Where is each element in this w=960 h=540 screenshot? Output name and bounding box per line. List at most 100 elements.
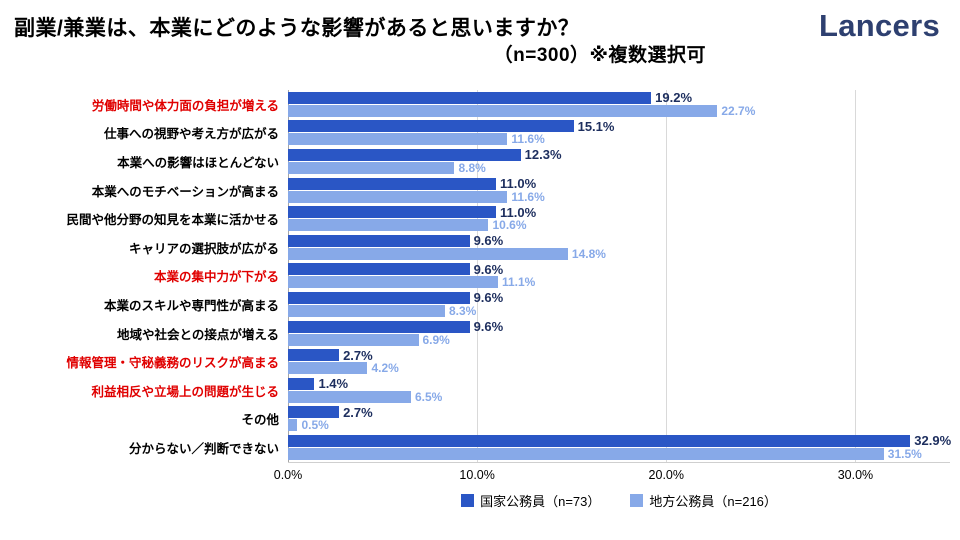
- bar-line: 11.1%: [288, 275, 950, 289]
- chart-subtitle: （n=300）※複数選択可: [493, 45, 706, 66]
- bar-series1: [288, 377, 315, 390]
- x-axis-ticks: 0.0% 10.0% 20.0% 30.0%: [274, 461, 950, 487]
- gridlines: [288, 90, 950, 462]
- chart-row: 15.1% 11.6%: [288, 119, 950, 148]
- bar-chart: 労働時間や体力面の負担が増える仕事への視野や考え方が広がる本業への影響はほとんど…: [10, 90, 952, 510]
- bar-series2: [288, 190, 508, 203]
- bar-series1: [288, 320, 470, 333]
- bar-line: 9.6%: [288, 319, 950, 335]
- bar-value-label: 31.5%: [887, 446, 922, 461]
- bar-value-label: 8.3%: [448, 303, 477, 318]
- bar-value-label: 6.5%: [414, 389, 443, 404]
- x-axis: 0.0% 10.0% 20.0% 30.0%: [10, 461, 950, 487]
- bar-line: 19.2%: [288, 90, 950, 106]
- bar-line: 9.6%: [288, 233, 950, 249]
- category-label: 本業への影響はほとんどない: [117, 155, 279, 170]
- bar-line: 11.0%: [288, 205, 950, 220]
- chart-body: 労働時間や体力面の負担が増える仕事への視野や考え方が広がる本業への影響はほとんど…: [10, 90, 952, 462]
- gridline: [477, 90, 479, 462]
- bar-line: 15.1%: [288, 118, 950, 134]
- bar-series2: [288, 219, 489, 232]
- x-axis-spacer: [10, 462, 288, 487]
- bar-value-label: 4.2%: [371, 361, 399, 376]
- bar-series2: [288, 104, 718, 117]
- bar-series2: [288, 304, 445, 317]
- chart-row: 11.0% 10.6%: [288, 204, 950, 233]
- chart-row: 12.3% 8.8%: [288, 147, 950, 176]
- legend-swatch-icon: [630, 493, 644, 507]
- chart-row: 11.0% 11.6%: [288, 176, 950, 205]
- category-label: その他: [241, 413, 279, 428]
- bar-value-label: 9.6%: [473, 319, 504, 335]
- chart-row: 2.7% 0.5%: [288, 405, 950, 434]
- category-labels: 労働時間や体力面の負担が増える仕事への視野や考え方が広がる本業への影響はほとんど…: [10, 90, 288, 462]
- bar-value-label: 14.8%: [571, 246, 606, 261]
- bar-line: 6.5%: [288, 389, 950, 404]
- legend-swatch-icon: [461, 493, 475, 507]
- bar-line: 8.8%: [288, 161, 950, 175]
- legend-label: 国家公務員（n=73）: [480, 493, 601, 509]
- bar-line: 12.3%: [288, 147, 950, 163]
- bar-value-label: 11.0%: [500, 176, 537, 192]
- x-tick-label: 10.0%: [459, 467, 495, 482]
- gridline: [666, 90, 668, 462]
- bar-value-label: 0.5%: [301, 418, 329, 433]
- bar-series2: [288, 133, 508, 146]
- bar-value-label: 19.2%: [655, 90, 693, 106]
- x-tick-label: 30.0%: [837, 467, 874, 482]
- bar-line: 0.5%: [288, 418, 950, 433]
- category-label: 利益相反や立場上の問題が生じる: [91, 384, 279, 399]
- plot-rows: 19.2% 22.7% 15.1% 11.6% 12.3% 8.8% 11.0% 11.6% 1…: [288, 90, 952, 462]
- chart-row: 19.2% 22.7%: [288, 90, 950, 119]
- bar-series1: [288, 120, 574, 133]
- bar-value-label: 15.1%: [577, 118, 615, 134]
- chart-row: 9.6% 14.8%: [288, 233, 950, 262]
- category-label: 仕事への視野や考え方が広がる: [103, 127, 279, 142]
- bar-line: 9.6%: [288, 262, 950, 277]
- category-label: 情報管理・守秘義務のリスクが高まる: [66, 356, 279, 371]
- bar-series1: [288, 263, 470, 276]
- bar-value-label: 12.3%: [524, 147, 562, 163]
- bar-value-label: 1.4%: [318, 376, 349, 392]
- legend-item: 国家公務員（n=73）: [461, 491, 600, 510]
- category-label: 地域や社会との接点が増える: [116, 327, 279, 342]
- category-label: 労働時間や体力面の負担が増える: [91, 98, 279, 113]
- bar-series2: [288, 161, 455, 174]
- category-label: 民間や他分野の知見を本業に活かせる: [66, 213, 279, 228]
- bar-line: 9.6%: [288, 290, 950, 306]
- gridline: [855, 90, 857, 462]
- category-label: キャリアの選択肢が広がる: [128, 241, 279, 256]
- legend-label: 地方公務員（n=216）: [649, 493, 777, 509]
- bar-line: 11.0%: [288, 176, 950, 192]
- bar-series1: [288, 406, 340, 419]
- bar-line: 4.2%: [288, 361, 950, 376]
- bar-series2: [288, 247, 568, 260]
- chart-row: 9.6% 6.9%: [288, 319, 950, 348]
- bar-line: 31.5%: [288, 446, 950, 461]
- x-tick-label: 20.0%: [648, 467, 685, 482]
- bar-series2: [288, 419, 298, 432]
- legend-item: 地方公務員（n=216）: [630, 491, 777, 510]
- bar-series1: [288, 349, 340, 362]
- bar-line: 2.7%: [288, 348, 950, 363]
- category-label: 分からない／判断できない: [128, 441, 279, 456]
- bar-value-label: 9.6%: [473, 233, 504, 249]
- bar-line: 11.6%: [288, 190, 950, 204]
- bar-line: 1.4%: [288, 376, 950, 392]
- bar-value-label: 32.9%: [914, 433, 952, 449]
- chart-row: 9.6% 8.3%: [288, 290, 950, 319]
- bar-line: 22.7%: [288, 104, 950, 118]
- chart-row: 1.4% 6.5%: [288, 376, 950, 405]
- bar-series1: [288, 177, 497, 190]
- bar-line: 11.6%: [288, 132, 950, 147]
- bar-series2: [288, 276, 498, 289]
- bar-line: 6.9%: [288, 332, 950, 347]
- gridline: [288, 90, 289, 462]
- bar-value-label: 9.6%: [473, 290, 504, 306]
- bar-value-label: 11.6%: [511, 132, 545, 147]
- category-label: 本業へのモチベーションが高まる: [91, 184, 279, 199]
- bar-value-label: 6.9%: [422, 332, 450, 347]
- bar-line: 32.9%: [288, 433, 952, 449]
- legend-spacer: [10, 491, 288, 510]
- category-label: 本業のスキルや専門性が高まる: [103, 298, 279, 313]
